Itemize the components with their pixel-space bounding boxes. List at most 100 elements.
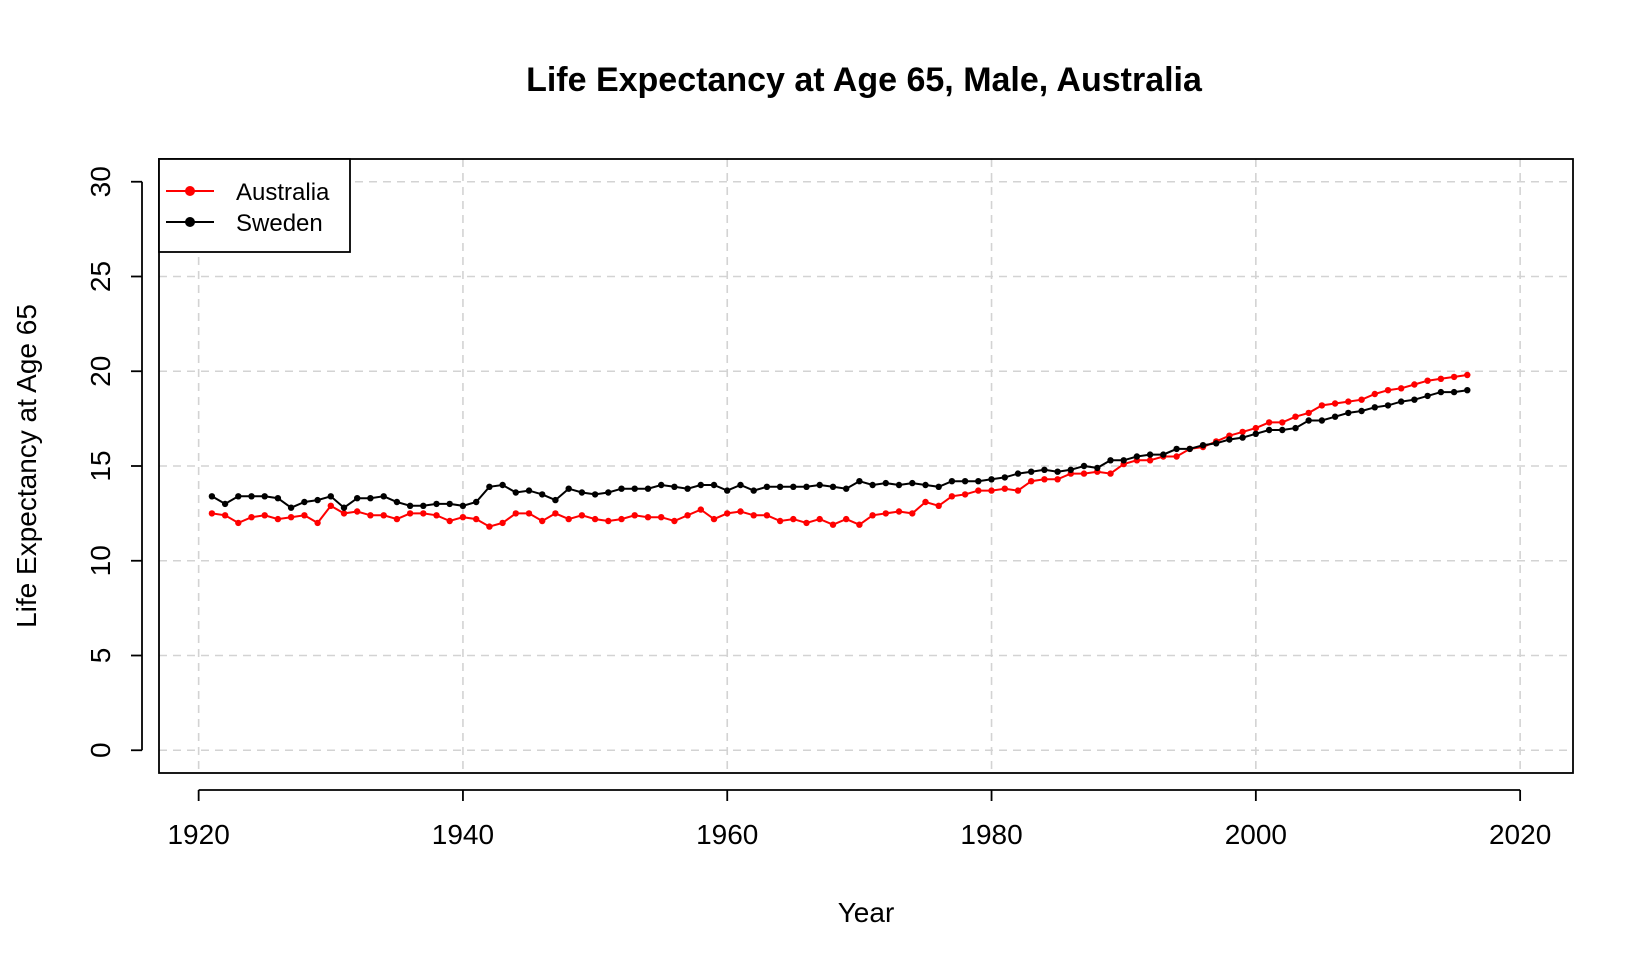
y-tick-label: 25 <box>85 261 116 292</box>
data-point-australia <box>1292 413 1299 420</box>
data-point-australia <box>261 512 268 519</box>
data-point-sweden <box>922 481 929 489</box>
data-point-australia <box>1265 419 1273 426</box>
data-point-australia <box>1305 409 1312 417</box>
data-point-australia <box>948 493 956 500</box>
data-point-sweden <box>1384 402 1392 409</box>
data-point-sweden <box>446 500 453 508</box>
data-point-sweden <box>1450 388 1458 396</box>
data-point-sweden <box>605 489 612 496</box>
data-point-sweden <box>803 483 810 490</box>
data-point-australia <box>671 517 678 525</box>
data-point-australia <box>327 502 334 509</box>
data-point-australia <box>1398 385 1405 392</box>
data-point-sweden <box>988 476 995 483</box>
data-point-australia <box>393 515 401 523</box>
data-point-sweden <box>1067 466 1075 473</box>
data-point-australia <box>1411 381 1418 388</box>
legend-box <box>158 158 351 253</box>
data-point-sweden <box>1464 387 1471 394</box>
data-point-sweden <box>644 485 652 492</box>
data-point-australia <box>1358 396 1365 403</box>
data-point-australia <box>631 512 638 519</box>
data-point-australia <box>287 514 295 521</box>
data-point-australia <box>512 510 519 517</box>
data-point-sweden <box>525 487 533 494</box>
data-point-sweden <box>1226 436 1233 443</box>
data-point-sweden <box>1173 445 1180 453</box>
data-point-australia <box>591 515 599 523</box>
data-point-sweden <box>340 504 348 511</box>
data-point-australia <box>803 519 810 527</box>
data-point-sweden <box>314 496 321 504</box>
data-point-australia <box>975 487 982 494</box>
data-point-australia <box>922 498 929 506</box>
x-tick-label: 1960 <box>696 819 758 850</box>
x-tick-label: 1920 <box>167 819 229 850</box>
data-point-sweden <box>618 485 625 492</box>
x-tick-label: 1940 <box>432 819 494 850</box>
data-point-sweden <box>1437 388 1445 396</box>
data-point-sweden <box>1199 442 1207 449</box>
data-point-sweden <box>1107 457 1114 464</box>
data-point-sweden <box>843 485 850 492</box>
data-point-australia <box>750 512 757 519</box>
y-axis-label: Life Expectancy at Age 65 <box>11 304 42 628</box>
data-point-australia <box>1080 470 1088 477</box>
series-layer <box>208 371 1471 530</box>
data-point-sweden <box>1279 426 1286 434</box>
y-tick-label: 5 <box>85 648 116 664</box>
data-point-sweden <box>710 481 718 489</box>
data-point-sweden <box>790 483 797 490</box>
data-point-sweden <box>631 485 638 492</box>
data-point-australia <box>1028 478 1035 485</box>
data-point-sweden <box>406 502 414 509</box>
data-point-australia <box>697 506 704 513</box>
data-point-australia <box>1014 487 1022 494</box>
data-point-australia <box>882 510 889 517</box>
data-point-australia <box>1107 470 1114 477</box>
data-point-sweden <box>1146 451 1154 458</box>
data-point-sweden <box>393 498 401 506</box>
data-point-sweden <box>948 478 956 485</box>
data-point-australia <box>618 515 625 523</box>
data-point-australia <box>988 487 995 494</box>
data-point-australia <box>763 512 771 519</box>
data-point-sweden <box>433 500 440 508</box>
data-point-australia <box>473 515 480 523</box>
data-point-australia <box>710 515 718 523</box>
plot-frame <box>158 158 1574 774</box>
data-point-australia <box>1279 419 1286 426</box>
data-point-australia <box>1173 453 1180 460</box>
data-point-sweden <box>578 489 586 496</box>
data-point-sweden <box>512 489 519 496</box>
legend-marker-sweden <box>185 217 195 227</box>
data-point-sweden <box>248 493 255 500</box>
data-point-sweden <box>235 493 242 500</box>
data-point-sweden <box>287 504 295 511</box>
data-point-australia <box>1041 476 1048 483</box>
x-axis-label: Year <box>838 897 895 928</box>
data-point-australia <box>1384 387 1392 394</box>
data-point-australia <box>314 519 321 527</box>
data-point-australia <box>301 512 308 519</box>
data-point-sweden <box>671 483 678 490</box>
data-point-sweden <box>1252 430 1260 437</box>
y-tick-label: 20 <box>85 356 116 387</box>
data-point-sweden <box>882 479 889 487</box>
data-point-australia <box>829 521 837 528</box>
data-point-australia <box>499 519 506 527</box>
data-point-sweden <box>539 491 546 498</box>
data-point-sweden <box>1160 451 1167 458</box>
data-point-australia <box>1437 375 1445 382</box>
data-point-sweden <box>552 496 559 504</box>
data-point-australia <box>1424 377 1431 384</box>
data-point-sweden <box>1318 417 1326 424</box>
data-point-sweden <box>1371 404 1379 411</box>
data-point-sweden <box>1305 417 1312 424</box>
data-point-australia <box>658 514 665 521</box>
data-point-australia <box>1371 390 1379 398</box>
data-point-sweden <box>565 485 572 492</box>
data-point-sweden <box>274 495 282 502</box>
data-point-sweden <box>1094 464 1101 472</box>
